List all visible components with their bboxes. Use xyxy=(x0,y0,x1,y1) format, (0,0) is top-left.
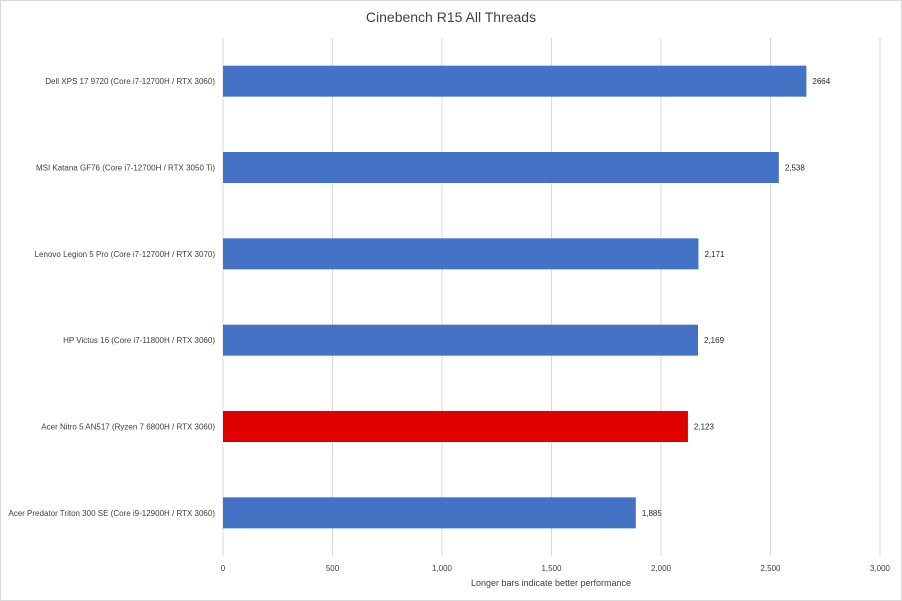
x-tick-label: 0 xyxy=(221,564,226,573)
bar-1 xyxy=(223,65,807,97)
data-label: 2664 xyxy=(812,77,830,86)
data-label: 2,538 xyxy=(785,164,806,173)
category-label: Acer Nitro 5 AN517 (Ryzen 7 6800H / RTX … xyxy=(41,423,215,432)
category-label: MSI Katana GF76 (Core i7-12700H / RTX 30… xyxy=(36,164,215,173)
category-label: Lenovo Legion 5 Pro (Core i7-12700H / RT… xyxy=(35,250,216,259)
x-tick-label: 1,500 xyxy=(541,564,562,573)
x-tick-label: 1,000 xyxy=(432,564,453,573)
x-tick-label: 3,000 xyxy=(870,564,891,573)
bar-6 xyxy=(223,497,636,529)
bar-4 xyxy=(223,324,699,356)
data-label: 1,885 xyxy=(642,509,663,518)
x-tick-label: 2,500 xyxy=(760,564,781,573)
data-label: 2,169 xyxy=(704,336,725,345)
bar-5 xyxy=(223,411,688,442)
bar-2 xyxy=(223,152,779,183)
x-axis-label: Longer bars indicate better performance xyxy=(471,578,631,588)
category-label: Dell XPS 17 9720 (Core i7-12700H / RTX 3… xyxy=(45,77,215,86)
x-tick-label: 2,000 xyxy=(651,564,672,573)
category-label: Acer Predator Triton 300 SE (Core i9-129… xyxy=(8,509,215,518)
chart-title: Cinebench R15 All Threads xyxy=(365,9,537,25)
data-label: 2,123 xyxy=(694,423,715,432)
bar-3 xyxy=(223,238,699,270)
category-label: HP Victus 16 (Core i7-11800H / RTX 3060) xyxy=(63,336,215,345)
x-tick-label: 500 xyxy=(326,564,340,573)
data-label: 2,171 xyxy=(704,250,725,259)
